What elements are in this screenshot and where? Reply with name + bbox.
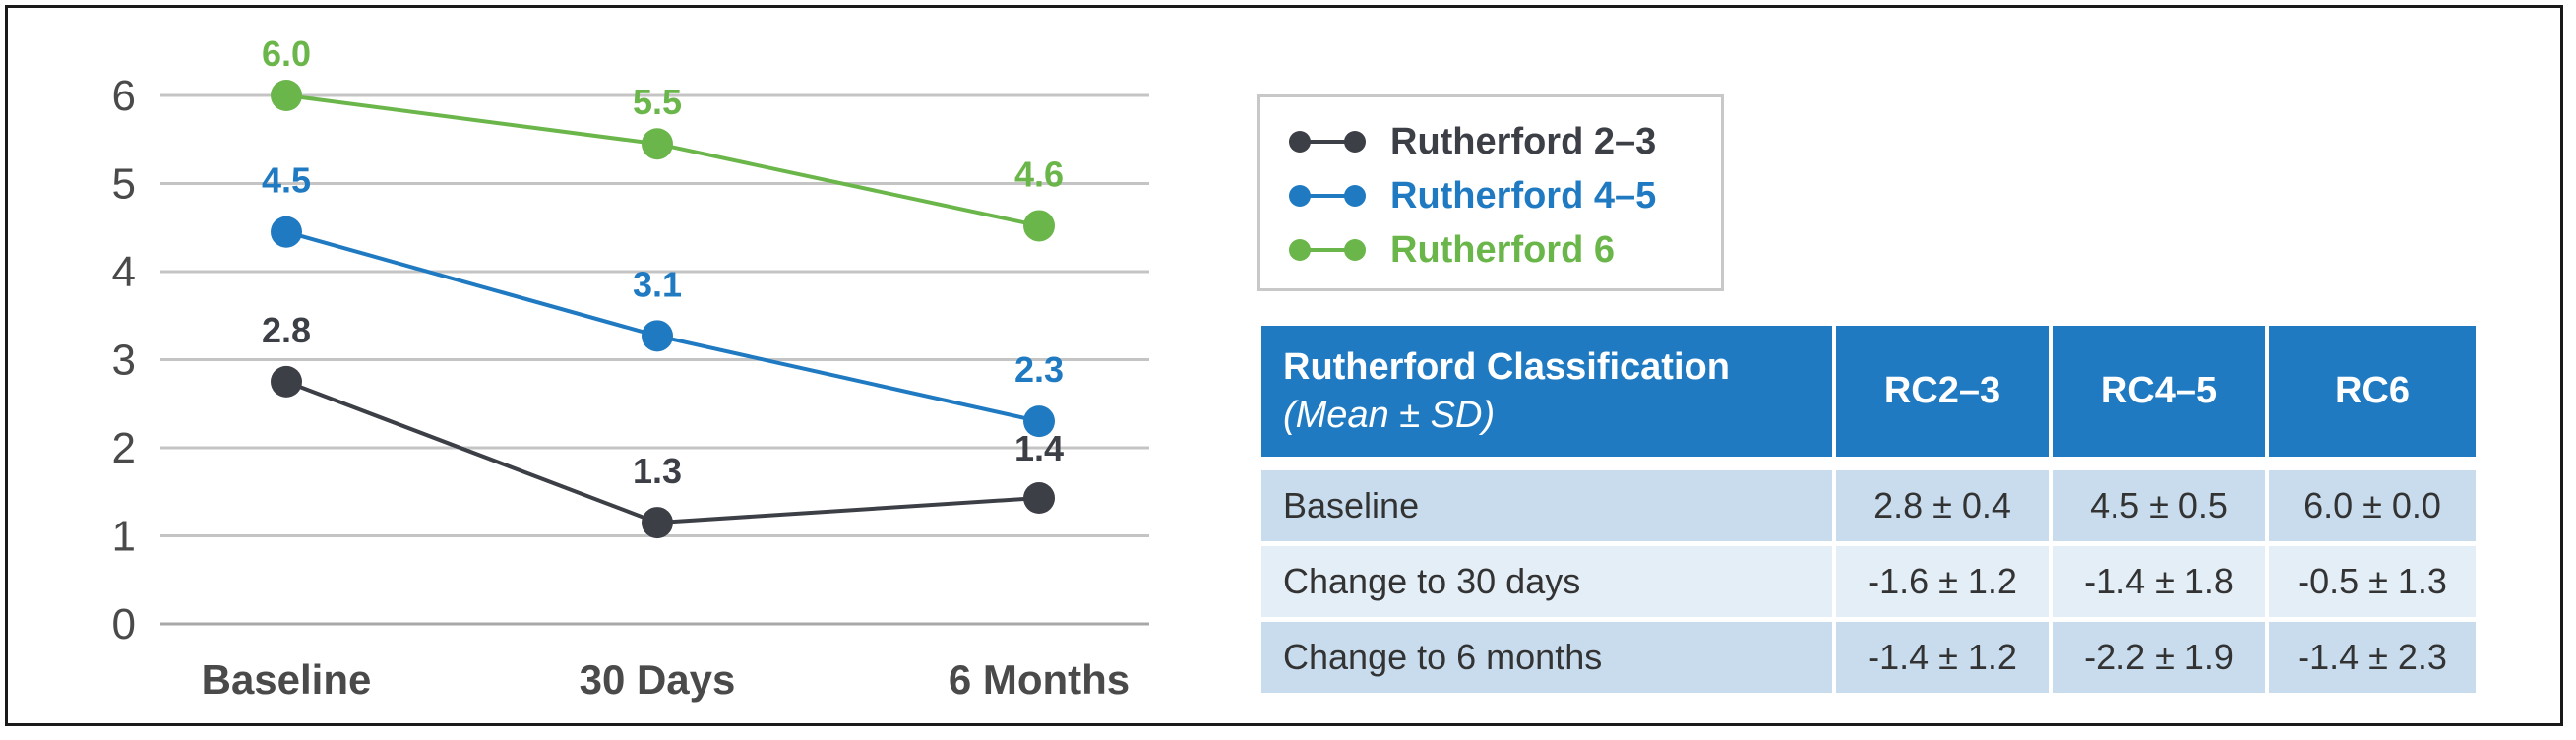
- row-label: Change to 30 days: [1261, 546, 1832, 617]
- table-row: Change to 30 days -1.6 ± 1.2 -1.4 ± 1.8 …: [1261, 546, 2476, 617]
- x-tick-label: 30 Days: [580, 656, 736, 703]
- data-point: [271, 216, 302, 248]
- data-point: [642, 507, 673, 539]
- table-header-rc23: RC2–3: [1836, 326, 2049, 457]
- row-label: Baseline: [1261, 470, 1832, 541]
- x-tick-label: Baseline: [202, 656, 372, 703]
- y-tick-label: 0: [112, 600, 136, 648]
- rutherford-table: Rutherford Classification (Mean ± SD) RC…: [1257, 321, 2480, 698]
- cell-rc23: -1.4 ± 1.2: [1836, 622, 2049, 693]
- legend-swatch-rc45: [1289, 185, 1366, 207]
- table-header-title: Rutherford Classification: [1283, 345, 1730, 388]
- data-label: 5.5: [633, 82, 682, 122]
- legend-label-rc45: Rutherford 4–5: [1390, 174, 1657, 216]
- table-header-rc45: RC4–5: [2053, 326, 2265, 457]
- table-header-rc6: RC6: [2269, 326, 2476, 457]
- y-tick-label: 3: [112, 337, 136, 385]
- table-row: Change to 6 months -1.4 ± 1.2 -2.2 ± 1.9…: [1261, 622, 2476, 693]
- data-label: 3.1: [633, 264, 682, 304]
- y-tick-label: 2: [112, 424, 136, 472]
- cell-rc6: 6.0 ± 0.0: [2269, 470, 2476, 541]
- data-label: 4.5: [262, 160, 311, 201]
- legend-swatch-rc23: [1289, 131, 1366, 153]
- data-point: [642, 128, 673, 160]
- data-label: 2.3: [1014, 349, 1064, 390]
- table-row: Baseline 2.8 ± 0.4 4.5 ± 0.5 6.0 ± 0.0: [1261, 470, 2476, 541]
- data-label: 1.3: [633, 451, 682, 491]
- legend-item-rc45: Rutherford 4–5: [1288, 171, 1656, 220]
- cell-rc6: -1.4 ± 2.3: [2269, 622, 2476, 693]
- legend-swatch-rc6: [1289, 239, 1366, 261]
- data-point: [271, 365, 302, 398]
- y-tick-label: 6: [112, 72, 136, 120]
- table-header-subtitle: (Mean ± SD): [1283, 394, 1496, 436]
- cell-rc45: -1.4 ± 1.8: [2053, 546, 2265, 617]
- chart-legend: Rutherford 2–3 Rutherford 4–5 Rutherford…: [1257, 94, 1724, 291]
- x-tick-label: 6 Months: [949, 656, 1130, 703]
- cell-rc23: 2.8 ± 0.4: [1836, 470, 2049, 541]
- data-point: [271, 80, 302, 111]
- row-label: Change to 6 months: [1261, 622, 1832, 693]
- y-tick-label: 5: [112, 160, 136, 209]
- data-point: [1023, 405, 1055, 438]
- legend-item-rc6: Rutherford 6: [1288, 225, 1615, 275]
- cell-rc23: -1.6 ± 1.2: [1836, 546, 2049, 617]
- data-point: [1023, 210, 1055, 242]
- table-header-classification: Rutherford Classification (Mean ± SD): [1261, 326, 1832, 457]
- data-label: 4.6: [1014, 154, 1064, 194]
- y-tick-label: 4: [112, 248, 136, 296]
- legend-item-rc23: Rutherford 2–3: [1288, 117, 1656, 166]
- data-point: [1023, 482, 1055, 515]
- data-point: [642, 320, 673, 352]
- legend-label-rc23: Rutherford 2–3: [1390, 120, 1657, 162]
- legend-label-rc6: Rutherford 6: [1390, 228, 1615, 271]
- data-label: 2.8: [262, 310, 311, 350]
- table-header-row: Rutherford Classification (Mean ± SD) RC…: [1261, 326, 2476, 457]
- data-label: 6.0: [262, 33, 311, 74]
- cell-rc45: -2.2 ± 1.9: [2053, 622, 2265, 693]
- cell-rc6: -0.5 ± 1.3: [2269, 546, 2476, 617]
- cell-rc45: 4.5 ± 0.5: [2053, 470, 2265, 541]
- y-tick-label: 1: [112, 513, 136, 561]
- figure-frame: 0 1 2 3 4 5 6 Baseline 30 Days 6 Months 2.8 1.3 1.4 4…: [5, 5, 2563, 726]
